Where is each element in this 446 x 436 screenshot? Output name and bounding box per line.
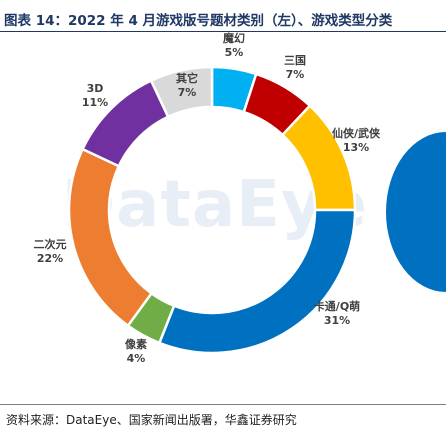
slice-name-0: 魔幻 (223, 32, 245, 45)
slice-name-2: 仙侠/武侠 (332, 126, 381, 140)
slice-value-0: 5% (225, 46, 244, 59)
slice-3 (157, 208, 357, 355)
slice-7 (149, 65, 214, 119)
slice-value-4: 4% (127, 352, 146, 365)
donut-chart: 魔幻5%三国7%仙侠/武侠13%卡通/Q萌31%像素4%二次元22%3D11%其… (34, 32, 446, 365)
slice-value-3: 31% (324, 314, 350, 327)
source-note: 资料来源：DataEye、国家新闻出版署，华鑫证券研究 (6, 413, 297, 427)
chart-title: 图表 14：2022 年 4 月游戏版号题材类别（左）、游戏类型分类 (4, 13, 393, 29)
slice-name-5: 二次元 (34, 237, 67, 251)
slice-name-3: 卡通/Q萌 (314, 299, 360, 313)
slice-name-1: 三国 (284, 54, 306, 67)
slice-name-6: 3D (87, 82, 104, 95)
title-bar: 图表 14：2022 年 4 月游戏版号题材类别（左）、游戏类型分类 (0, 0, 446, 32)
slice-name-4: 像素 (125, 337, 147, 351)
slice-5 (67, 147, 154, 328)
slice-value-2: 13% (343, 141, 369, 154)
source-bar: 资料来源：DataEye、国家新闻出版署，华鑫证券研究 (0, 404, 446, 436)
slice-value-7: 7% (178, 86, 197, 99)
slice-name-7: 其它 (176, 71, 198, 85)
second-chart-edge (386, 132, 446, 292)
slice-value-6: 11% (82, 96, 108, 109)
slice-value-5: 22% (37, 252, 63, 265)
slice-value-1: 7% (286, 68, 305, 81)
